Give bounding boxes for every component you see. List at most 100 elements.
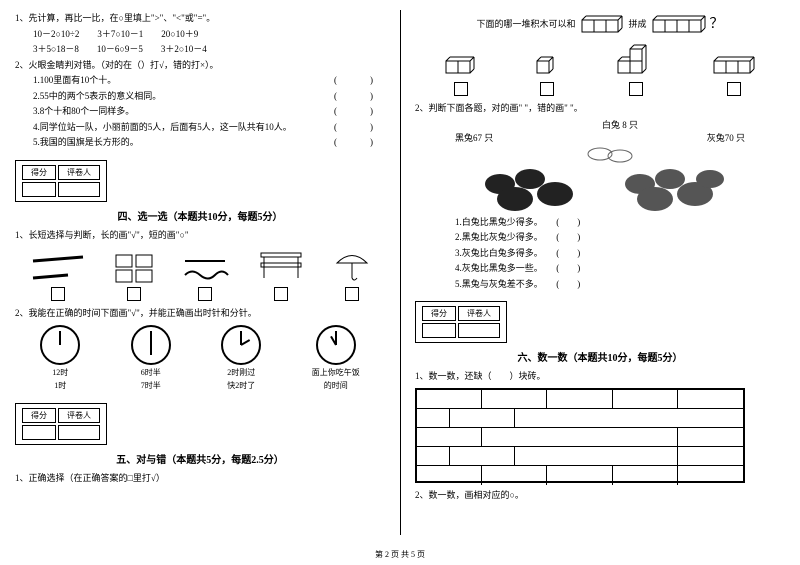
boxes-icon	[114, 253, 154, 283]
left-column: 1、先计算，再比一比，在○里填上">"、"<"或"="。 10－2○10÷2 3…	[0, 0, 400, 540]
q2-item-4-text: 4.同学位站一队，小丽前面的5人，后面有5人，这一队共有10人。	[33, 122, 292, 132]
clock-1: 12时 1时	[40, 325, 80, 391]
checkbox[interactable]	[274, 287, 288, 301]
judge-4-text: 4.灰兔比黑兔多一些。	[455, 263, 538, 273]
cube-opt-1	[441, 43, 481, 96]
paren: ( )	[334, 105, 385, 119]
cube-q-text1: 下面的哪一堆积木可以和	[476, 18, 575, 32]
clock-icon	[316, 325, 356, 365]
clock-icon	[221, 325, 261, 365]
cube-opt-4	[709, 43, 759, 96]
q2-item-3: 3.8个十和80个一同样多。 ( )	[33, 105, 385, 119]
clock-label-4a: 面上你吃午饭	[312, 367, 360, 378]
score-label: 得分	[22, 408, 56, 423]
grey-rabbit-label: 灰兔70 只	[707, 131, 745, 144]
q2-item-1-text: 1.100里面有10个十。	[33, 75, 116, 85]
cube-opt-4-icon	[709, 43, 759, 78]
umbrella-item	[332, 248, 372, 301]
q2-item-2-text: 2.55中的两个5表示的意义相同。	[33, 91, 161, 101]
white-rabbit-label: 白兔 8 只	[455, 118, 785, 131]
desk-icon	[256, 248, 306, 283]
q6-1: 1、数一数，还缺（ ）块砖。	[415, 370, 785, 384]
right-column: 下面的哪一堆积木可以和 拼成 ？ 2、判断下面各题	[400, 0, 800, 540]
clock-row: 12时 1时 6时半 7时半 2时刚过 快2时了 面上你吃午饭 的时间	[15, 325, 385, 391]
judge-3: 3.灰兔比白兔多得多。 ( )	[455, 247, 785, 261]
q1-line2: 3＋5○18－8 10－6○9－5 3＋2○10－4	[33, 43, 385, 57]
q2-item-5-text: 5.我国的国旗是长方形的。	[33, 137, 139, 147]
grader-cell	[58, 182, 100, 197]
clock-label-1a: 12时	[52, 367, 68, 378]
cube-q-mark: ？	[710, 14, 724, 35]
clock-4: 面上你吃午饭 的时间	[312, 325, 360, 391]
judge-5: 5.黑兔与灰兔差不多。 ( )	[455, 278, 785, 292]
umbrella-icon	[332, 248, 372, 283]
checkbox[interactable]	[51, 287, 65, 301]
judge-1-text: 1.白兔比黑兔少得多。	[455, 217, 538, 227]
paren: ( )	[334, 121, 385, 135]
section4-title: 四、选一选（本题共10分，每题5分）	[15, 208, 385, 223]
score-label: 得分	[22, 165, 56, 180]
grader-label: 评卷人	[58, 165, 100, 180]
score-table-3: 得分评卷人	[415, 301, 507, 343]
score-cell	[22, 425, 56, 440]
rabbit-image	[460, 144, 740, 214]
cube-target-1	[580, 12, 625, 37]
grader-cell	[458, 323, 500, 338]
q2-item-4: 4.同学位站一队，小丽前面的5人，后面有5人，这一队共有10人。 ( )	[33, 121, 385, 135]
grader-label: 评卷人	[58, 408, 100, 423]
judge-5-text: 5.黑兔与灰兔差不多。	[455, 279, 538, 289]
score-table-2: 得分评卷人	[15, 403, 107, 445]
checkbox[interactable]	[629, 82, 643, 96]
q4-2: 2、我能在正确的时间下面画"√"，并能正确画出时针和分针。	[15, 307, 385, 321]
cube-opt-2	[532, 43, 562, 96]
q2-item-3-text: 3.8个十和80个一同样多。	[33, 106, 134, 116]
pencil-item	[28, 253, 88, 301]
clock-label-4b: 的时间	[324, 380, 348, 391]
grader-cell	[58, 425, 100, 440]
clock-label-2a: 6时半	[141, 367, 161, 378]
q6-2: 2、数一数，画相对应的○。	[415, 489, 785, 503]
checkbox[interactable]	[454, 82, 468, 96]
score-table: 得分评卷人	[15, 160, 107, 202]
q2-item-2: 2.55中的两个5表示的意义相同。 ( )	[33, 90, 385, 104]
q2-item-1: 1.100里面有10个十。( )	[33, 74, 385, 88]
clock-3: 2时刚过 快2时了	[221, 325, 261, 391]
clock-label-3a: 2时刚过	[227, 367, 255, 378]
q4-1-images	[15, 248, 385, 301]
section6-title: 六、数一数（本题共10分，每题5分）	[415, 349, 785, 364]
clock-label-3b: 快2时了	[227, 380, 255, 391]
paren: ( )	[334, 136, 385, 150]
checkbox[interactable]	[345, 287, 359, 301]
judge-2: 2.黑兔比灰兔少得多。 ( )	[455, 231, 785, 245]
score-label: 得分	[422, 306, 456, 321]
checkbox[interactable]	[727, 82, 741, 96]
checkbox[interactable]	[198, 287, 212, 301]
cube-opt-2-icon	[532, 43, 562, 78]
q2-title: 2、火眼金睛判对错。（对的在（）打√，错的打×）。	[15, 59, 385, 73]
checkbox[interactable]	[540, 82, 554, 96]
cube-opt-3-icon	[613, 43, 658, 78]
section5-title: 五、对与错（本题共5分，每题2.5分）	[15, 451, 385, 466]
cube-opt-1-icon	[441, 43, 481, 78]
score-cell	[22, 182, 56, 197]
boxes-item	[114, 253, 154, 301]
desk-item	[256, 248, 306, 301]
cube-opt-3	[613, 43, 658, 96]
clock-2: 6时半 7时半	[131, 325, 171, 391]
judge-list: 1.白兔比黑兔少得多。 ( ) 2.黑兔比灰兔少得多。 ( ) 3.灰兔比白兔多…	[455, 216, 785, 292]
judge-2-text: 2.黑兔比灰兔少得多。	[455, 232, 538, 242]
q4-1: 1、长短选择与判断，长的画"√"，短的画"○"	[15, 229, 385, 243]
rabbit-labels: 白兔 8 只 黑兔67 只 灰兔70 只	[415, 118, 785, 144]
wave-icon	[180, 253, 230, 283]
cube-q-text2: 拼成	[629, 18, 647, 32]
judge-4: 4.灰兔比黑兔多一些。 ( )	[455, 262, 785, 276]
checkbox[interactable]	[127, 287, 141, 301]
score-cell	[422, 323, 456, 338]
brick-wall	[415, 388, 745, 483]
clock-icon	[40, 325, 80, 365]
paren: ( )	[334, 90, 385, 104]
cube-options	[415, 43, 785, 96]
judge-3-text: 3.灰兔比白兔多得多。	[455, 248, 538, 258]
clock-label-1b: 1时	[54, 380, 66, 391]
cube-target-2	[651, 12, 706, 37]
